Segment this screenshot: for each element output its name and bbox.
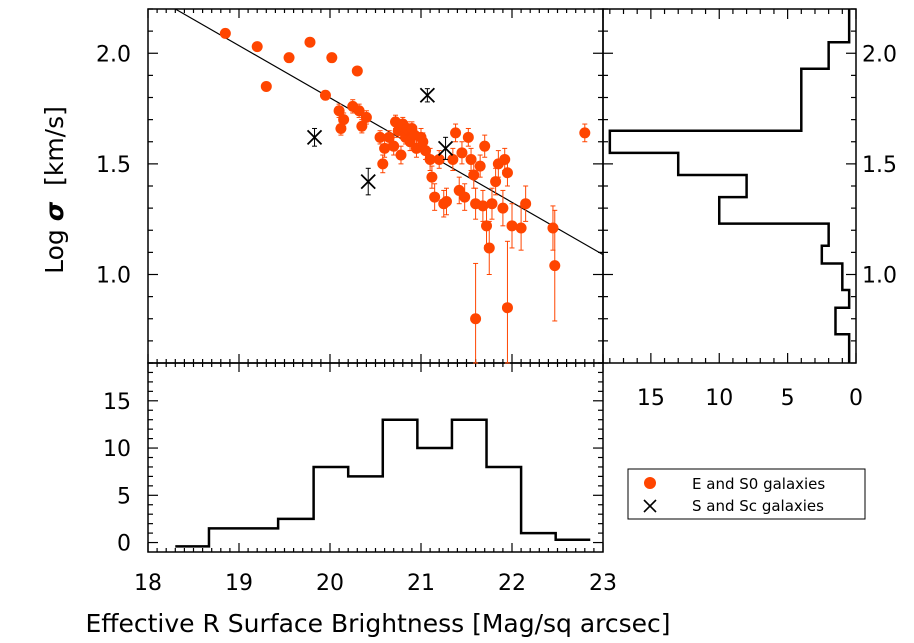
point-e-s0: [459, 191, 471, 203]
point-e-s0: [470, 313, 482, 325]
point-e-s0: [426, 171, 438, 183]
point-e-s0: [490, 176, 502, 188]
hist-x-y-tick-label: 0: [117, 532, 131, 557]
point-e-s0: [424, 153, 436, 165]
point-e-s0: [547, 222, 559, 234]
hist-x-y-tick-label: 15: [103, 390, 131, 415]
point-e-s0: [549, 260, 561, 272]
hist-x-y-tick-label: 5: [117, 484, 131, 509]
point-e-s0: [420, 145, 432, 157]
point-e-s0: [383, 131, 395, 143]
point-s-sc: [437, 140, 454, 157]
data-points-group: [219, 27, 591, 364]
y-axis-label-symbol: σ: [40, 201, 69, 221]
y-tick-label-right: 1.0: [862, 264, 897, 289]
axis-ticks: [147, 8, 857, 552]
legend-box: [627, 468, 866, 520]
histogram-x-panel-frame: [147, 362, 604, 553]
y-axis-label: Log σ [km/s]: [40, 106, 69, 274]
point-e-s0: [474, 160, 486, 172]
histogram-y-steps: [608, 9, 851, 363]
point-e-s0: [479, 140, 491, 152]
hist-y-x-tick-label: 10: [705, 386, 733, 411]
point-e-s0: [520, 198, 532, 210]
legend-label-s-sc: S and Sc galaxies: [692, 497, 824, 515]
point-e-s0: [379, 142, 391, 154]
point-e-s0: [353, 105, 365, 117]
y-axis-label-prefix: Log: [40, 221, 69, 274]
point-e-s0: [388, 140, 400, 152]
point-e-s0: [462, 131, 474, 143]
point-s-sc: [360, 173, 376, 190]
x-tick-label: 19: [225, 571, 253, 596]
hist-y-x-tick-label: 0: [849, 386, 863, 411]
histogram-x-steps: [175, 418, 591, 548]
tick-labels-group: 18 19 20 21 22 23 1.0 1.0 1.5 1.5 2.0 2.0 0 5 10 15 15 10…: [96, 42, 897, 596]
point-e-s0: [433, 153, 445, 165]
y-tick-label: 1.0: [96, 264, 131, 289]
y-tick-label: 1.5: [96, 153, 131, 178]
hist-y-x-tick-label: 15: [637, 386, 665, 411]
point-e-s0: [481, 220, 493, 232]
point-e-s0: [395, 149, 407, 161]
point-e-s0: [429, 191, 441, 203]
point-e-s0: [333, 105, 345, 117]
scatter-panel-frame: [147, 8, 604, 364]
point-e-s0: [483, 242, 495, 254]
y-axis-label-suffix: [km/s]: [40, 106, 69, 202]
point-s-sc: [419, 87, 436, 103]
point-e-s0: [477, 200, 489, 212]
point-e-s0: [506, 220, 518, 232]
point-e-s0: [497, 202, 509, 214]
point-e-s0: [304, 36, 316, 48]
point-e-s0: [465, 153, 477, 165]
y-tick-label: 2.0: [96, 42, 131, 67]
point-e-s0: [251, 41, 263, 53]
point-e-s0: [579, 127, 591, 139]
point-e-s0: [219, 27, 231, 39]
point-e-s0: [450, 127, 462, 139]
hist-x-y-tick-label: 10: [103, 437, 131, 462]
point-e-s0: [374, 131, 386, 143]
point-e-s0: [468, 169, 480, 181]
point-e-s0: [456, 147, 468, 159]
x-tick-label: 23: [589, 571, 617, 596]
x-tick-label: 21: [407, 571, 435, 596]
legend: E and S0 galaxies S and Sc galaxies: [627, 468, 866, 520]
point-e-s0: [335, 122, 347, 134]
point-e-s0: [501, 167, 513, 179]
x-axis-label: Effective R Surface Brightness [Mag/sq a…: [85, 609, 670, 638]
point-s-sc: [306, 129, 323, 145]
point-e-s0: [283, 52, 295, 64]
legend-marker-e-s0: [644, 477, 656, 489]
legend-label-e-s0: E and S0 galaxies: [692, 475, 825, 493]
point-e-s0: [486, 198, 498, 210]
x-tick-label: 18: [134, 571, 162, 596]
point-e-s0: [356, 120, 368, 132]
point-e-s0: [515, 222, 527, 234]
legend-marker-s-sc: [643, 499, 657, 513]
y-tick-label-right: 2.0: [862, 42, 897, 67]
point-e-s0: [360, 111, 372, 123]
point-e-s0: [351, 65, 363, 77]
point-e-s0: [377, 158, 389, 170]
point-e-s0: [440, 195, 452, 207]
x-tick-label: 22: [498, 571, 526, 596]
point-e-s0: [501, 302, 513, 314]
x-tick-label: 20: [316, 571, 344, 596]
point-e-s0: [319, 89, 331, 101]
histograms-group: [175, 9, 851, 548]
point-e-s0: [447, 153, 459, 165]
histogram-y-panel-frame: [602, 8, 857, 364]
y-tick-label-right: 1.5: [862, 153, 897, 178]
point-e-s0: [260, 80, 272, 92]
hist-y-x-tick-label: 5: [781, 386, 795, 411]
point-e-s0: [326, 52, 338, 64]
